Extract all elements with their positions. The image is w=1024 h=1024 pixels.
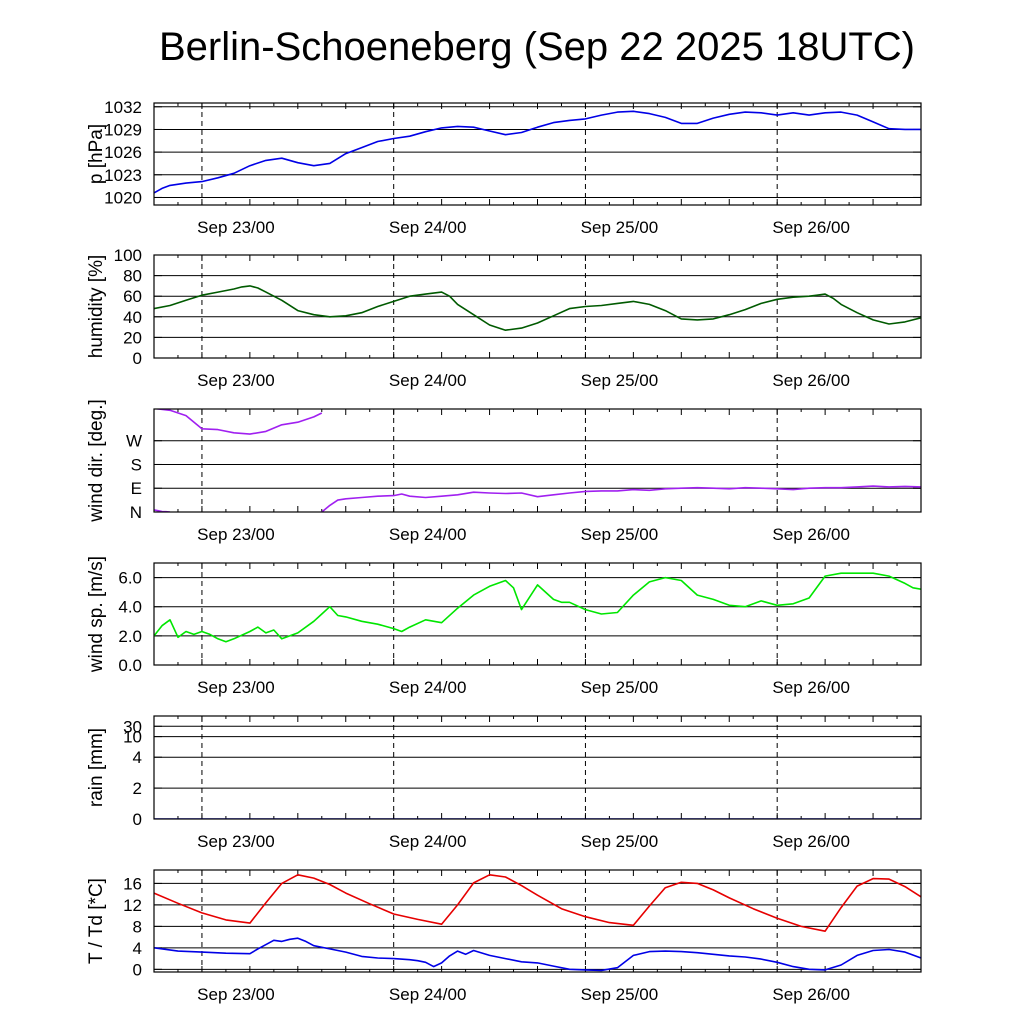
series-line-wind_speed-0 bbox=[154, 572, 921, 643]
y-tick-label: 0 bbox=[133, 810, 142, 829]
panel-pressure: 1020 1023 1026 1029 1032 Sep 23/00 Sep 24/00 Se… bbox=[86, 98, 922, 237]
y-axis-label: wind sp. [m/s] bbox=[86, 556, 107, 673]
panel-frame bbox=[153, 254, 922, 359]
y-tick-label: 40 bbox=[123, 308, 142, 327]
panel-frame bbox=[153, 102, 922, 206]
panel-frame bbox=[153, 562, 922, 666]
x-tick-label: Sep 24/00 bbox=[389, 371, 467, 390]
x-tick-label: Sep 25/00 bbox=[581, 678, 659, 697]
x-tick-label: Sep 24/00 bbox=[389, 678, 467, 697]
y-tick-label: 60 bbox=[123, 287, 142, 306]
y-tick-label: E bbox=[131, 479, 142, 498]
y-tick-label: 1032 bbox=[104, 98, 142, 117]
panel-frame bbox=[153, 715, 922, 820]
y-tick-label: 2 bbox=[133, 779, 142, 798]
x-tick-label: Sep 23/00 bbox=[197, 218, 275, 237]
x-tick-label: Sep 23/00 bbox=[197, 678, 275, 697]
y-tick-label: 0 bbox=[133, 960, 142, 979]
panel-frame bbox=[153, 408, 922, 513]
y-tick-label: 10 bbox=[123, 728, 142, 747]
y-tick-label: 8 bbox=[133, 917, 142, 936]
panel-frame bbox=[153, 869, 922, 973]
y-tick-label: 4.0 bbox=[118, 598, 142, 617]
x-tick-label: Sep 24/00 bbox=[389, 985, 467, 1004]
x-tick-label: Sep 25/00 bbox=[581, 832, 659, 851]
series-line-humidity-0 bbox=[154, 285, 921, 332]
y-tick-label: 0 bbox=[133, 349, 142, 368]
x-tick-label: Sep 25/00 bbox=[581, 525, 659, 544]
x-tick-label: Sep 23/00 bbox=[197, 371, 275, 390]
y-tick-label: 6.0 bbox=[118, 569, 142, 588]
x-tick-label: Sep 25/00 bbox=[581, 985, 659, 1004]
y-axis-label: T / Td [*C] bbox=[86, 878, 107, 964]
series-line-wind_dir-2 bbox=[321, 485, 921, 512]
panel-wind_speed: 0.0 2.0 4.0 6.0 Sep 23/00 Sep 24/00 Sep 25/00 S… bbox=[86, 556, 922, 697]
y-tick-label: 16 bbox=[123, 874, 142, 893]
y-tick-label: N bbox=[130, 503, 142, 522]
series-line-wind_dir-1 bbox=[154, 409, 323, 435]
x-tick-label: Sep 26/00 bbox=[772, 525, 850, 544]
y-tick-label: 1029 bbox=[104, 120, 142, 139]
x-tick-label: Sep 23/00 bbox=[197, 525, 275, 544]
x-tick-label: Sep 24/00 bbox=[389, 525, 467, 544]
x-tick-label: Sep 23/00 bbox=[197, 985, 275, 1004]
y-tick-label: 2.0 bbox=[118, 627, 142, 646]
x-tick-label: Sep 24/00 bbox=[389, 832, 467, 851]
y-tick-label: 1023 bbox=[104, 166, 142, 185]
y-tick-label: 100 bbox=[114, 246, 142, 265]
x-tick-label: Sep 25/00 bbox=[581, 371, 659, 390]
x-tick-label: Sep 26/00 bbox=[772, 985, 850, 1004]
x-tick-label: Sep 25/00 bbox=[581, 218, 659, 237]
y-axis-label: rain [mm] bbox=[86, 728, 107, 807]
y-tick-label: 1020 bbox=[104, 188, 142, 207]
x-tick-label: Sep 26/00 bbox=[772, 371, 850, 390]
x-tick-label: Sep 26/00 bbox=[772, 678, 850, 697]
series-line-temperature-0 bbox=[154, 873, 921, 933]
y-tick-label: 30 bbox=[123, 717, 142, 736]
x-tick-label: Sep 23/00 bbox=[197, 832, 275, 851]
x-tick-label: Sep 26/00 bbox=[772, 218, 850, 237]
panel-temperature: 0 4 8 12 16 Sep 23/00 Sep 24/00 Sep 25/00 Sep 26… bbox=[86, 869, 922, 1004]
y-tick-label: 4 bbox=[133, 748, 142, 767]
y-tick-label: S bbox=[131, 455, 142, 474]
y-tick-label: 80 bbox=[123, 267, 142, 286]
y-tick-label: 4 bbox=[133, 939, 142, 958]
y-tick-label: W bbox=[126, 432, 142, 451]
x-tick-label: Sep 26/00 bbox=[772, 832, 850, 851]
y-tick-label: 12 bbox=[123, 896, 142, 915]
y-tick-label: 20 bbox=[123, 328, 142, 347]
y-axis-label: humidity [%] bbox=[86, 255, 107, 358]
chart-title: Berlin-Schoeneberg (Sep 22 2025 18UTC) bbox=[159, 25, 915, 69]
series-line-temperature-1 bbox=[154, 937, 921, 972]
y-tick-label: 0.0 bbox=[118, 656, 142, 675]
y-axis-label: wind dir. [deg.] bbox=[86, 399, 107, 523]
x-tick-label: Sep 24/00 bbox=[389, 218, 467, 237]
y-axis-label: p [hPa] bbox=[86, 124, 107, 184]
y-tick-label: 1026 bbox=[104, 143, 142, 162]
series-line-pressure-0 bbox=[154, 110, 921, 194]
